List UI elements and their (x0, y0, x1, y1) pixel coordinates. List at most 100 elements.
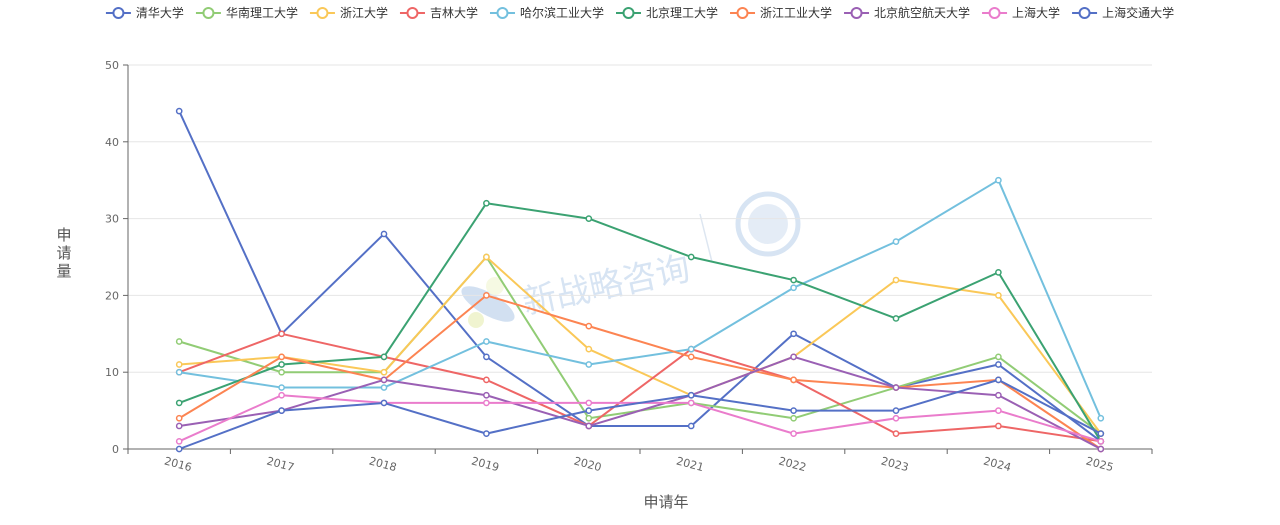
data-point[interactable] (892, 238, 900, 245)
data-point[interactable] (892, 384, 900, 391)
data-point[interactable] (585, 422, 593, 430)
data-point[interactable] (380, 376, 388, 384)
data-point[interactable] (483, 199, 490, 207)
data-point[interactable] (1097, 437, 1105, 445)
legend-marker (1078, 7, 1091, 19)
data-point[interactable] (278, 384, 285, 391)
data-point[interactable] (380, 230, 388, 238)
data-point[interactable] (687, 391, 695, 399)
data-point[interactable] (175, 445, 183, 453)
legend-item[interactable]: 清华大学 (105, 5, 184, 20)
data-point[interactable] (483, 338, 490, 345)
data-point[interactable] (175, 437, 183, 445)
legend-label: 上海大学 (1012, 5, 1060, 20)
data-point[interactable] (1097, 430, 1105, 437)
data-point[interactable] (585, 399, 593, 407)
data-point[interactable] (687, 353, 695, 361)
series-line (179, 355, 1102, 450)
data-point[interactable] (892, 276, 900, 284)
data-point[interactable] (995, 391, 1002, 399)
data-point[interactable] (483, 399, 490, 407)
legend-marker (316, 7, 329, 19)
data-point[interactable] (790, 414, 797, 422)
legend-item[interactable]: 浙江大学 (309, 5, 388, 20)
data-point[interactable] (278, 361, 285, 368)
data-point[interactable] (892, 315, 900, 322)
data-point[interactable] (790, 330, 797, 338)
legend-item[interactable]: 哈尔滨工业大学 (489, 5, 604, 20)
data-point[interactable] (995, 376, 1002, 384)
y-tick-label: 0 (112, 443, 119, 456)
data-point[interactable] (585, 361, 593, 368)
data-point[interactable] (483, 391, 490, 399)
data-point[interactable] (483, 253, 490, 261)
legend-marker (622, 7, 635, 19)
data-point[interactable] (175, 107, 183, 115)
legend-item[interactable]: 上海大学 (982, 5, 1060, 20)
data-point[interactable] (483, 430, 490, 437)
data-point[interactable] (790, 276, 797, 284)
legend-item[interactable]: 华南理工大学 (195, 5, 298, 20)
data-point[interactable] (995, 176, 1002, 184)
data-point[interactable] (995, 422, 1002, 430)
legend-item[interactable]: 北京航空航天大学 (844, 5, 970, 20)
watermark-text: 新战略咨询 (519, 249, 694, 323)
data-point[interactable] (790, 430, 797, 437)
data-point[interactable] (278, 407, 285, 414)
data-point[interactable] (380, 353, 388, 361)
data-point[interactable] (995, 407, 1002, 414)
data-point[interactable] (790, 407, 797, 414)
data-point[interactable] (1097, 414, 1105, 422)
y-tick-label: 50 (105, 59, 119, 72)
data-point[interactable] (585, 322, 593, 330)
x-tick-label: 2020 (572, 454, 602, 474)
legend-label: 上海交通大学 (1102, 5, 1174, 20)
series-line (179, 256, 1102, 435)
data-point[interactable] (687, 253, 695, 261)
data-point[interactable] (380, 399, 388, 407)
data-point[interactable] (585, 407, 593, 414)
legend-label: 哈尔滨工业大学 (520, 5, 604, 20)
legend-item[interactable]: 浙江工业大学 (730, 5, 832, 20)
legend-label: 北京理工大学 (646, 5, 718, 20)
data-point[interactable] (483, 353, 490, 361)
data-point[interactable] (995, 353, 1002, 361)
legend-item[interactable]: 北京理工大学 (616, 5, 718, 20)
data-point[interactable] (687, 399, 695, 407)
data-point[interactable] (892, 430, 900, 437)
data-point[interactable] (995, 292, 1002, 299)
data-point[interactable] (585, 215, 593, 222)
data-point[interactable] (790, 376, 797, 384)
data-point[interactable] (380, 384, 388, 391)
legend-label: 浙江工业大学 (760, 5, 832, 20)
data-point[interactable] (175, 338, 183, 345)
data-point[interactable] (278, 353, 285, 361)
data-point[interactable] (687, 422, 695, 430)
data-point[interactable] (278, 330, 285, 338)
data-point[interactable] (790, 353, 797, 361)
data-point[interactable] (585, 414, 593, 422)
grid-lines (128, 64, 1152, 373)
data-point[interactable] (175, 399, 183, 407)
data-point[interactable] (1097, 445, 1105, 453)
data-point[interactable] (585, 345, 593, 353)
data-point[interactable] (483, 292, 490, 299)
data-point[interactable] (483, 376, 490, 384)
data-point[interactable] (278, 368, 285, 376)
data-point[interactable] (175, 422, 183, 430)
data-point[interactable] (790, 284, 797, 292)
data-point[interactable] (892, 407, 900, 414)
data-point[interactable] (175, 361, 183, 368)
y-tick-label: 10 (105, 366, 119, 379)
data-point[interactable] (995, 361, 1002, 368)
data-point[interactable] (380, 368, 388, 376)
data-point[interactable] (687, 345, 695, 353)
legend-marker (202, 7, 215, 19)
data-point[interactable] (278, 391, 285, 399)
legend-item[interactable]: 吉林大学 (399, 5, 478, 20)
data-point[interactable] (995, 269, 1002, 276)
data-point[interactable] (175, 414, 183, 422)
data-point[interactable] (892, 414, 900, 422)
data-point[interactable] (175, 368, 183, 376)
legend-item[interactable]: 上海交通大学 (1072, 5, 1174, 20)
